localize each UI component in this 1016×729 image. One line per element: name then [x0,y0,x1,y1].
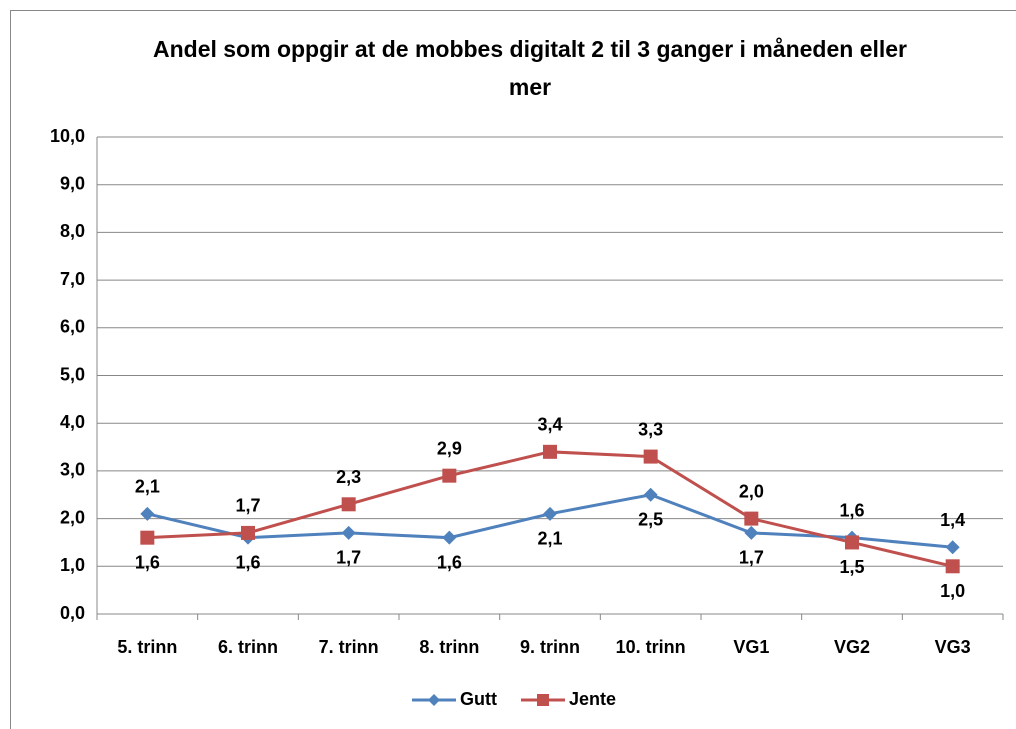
marker [744,511,759,526]
y-tick-label: 10,0 [50,126,85,146]
data-label: 2,0 [739,481,764,501]
y-tick-label: 8,0 [60,221,85,241]
data-label: 1,6 [839,500,864,520]
data-label: 1,0 [940,581,965,601]
data-label: 2,1 [135,477,160,497]
x-tick-label: 8. trinn [419,637,479,657]
marker [543,506,557,521]
data-label: 1,7 [739,548,764,568]
data-label: 2,3 [336,467,361,487]
data-label: 1,6 [235,552,260,572]
y-tick-label: 1,0 [60,555,85,575]
y-tick-label: 3,0 [60,460,85,480]
data-label: 1,5 [839,557,864,577]
y-tick-label: 2,0 [60,507,85,527]
marker [744,525,759,540]
data-label: 1,7 [235,496,260,516]
marker [442,468,457,483]
marker [341,525,356,540]
data-label: 3,4 [537,415,562,435]
x-tick-label: VG3 [935,637,971,657]
y-tick-label: 6,0 [60,317,85,337]
marker [945,559,960,574]
marker [140,530,155,545]
y-tick-label: 5,0 [60,364,85,384]
x-tick-label: VG1 [733,637,769,657]
x-tick-label: 5. trinn [117,637,177,657]
x-tick-label: VG2 [834,637,870,657]
marker [428,694,440,706]
marker [140,506,155,521]
x-tick-label: 9. trinn [520,637,580,657]
data-label: 1,6 [135,552,160,572]
legend-label: Gutt [460,689,497,709]
data-label: 3,3 [638,419,663,439]
data-label: 1,6 [437,552,462,572]
data-label: 2,9 [437,438,462,458]
marker [442,530,457,545]
marker [643,449,658,464]
x-tick-label: 7. trinn [319,637,379,657]
y-tick-label: 9,0 [60,173,85,193]
marker [536,694,549,706]
y-tick-label: 4,0 [60,412,85,432]
x-tick-label: 6. trinn [218,637,278,657]
marker [643,487,658,502]
chart-title: Andel som oppgir at de mobbes digitalt 2… [152,36,908,100]
chart-border [10,10,1016,729]
marker [845,535,859,550]
marker [241,525,255,540]
data-label: 2,5 [638,510,663,530]
marker [543,444,557,459]
marker [341,497,356,512]
y-tick-label: 7,0 [60,269,85,289]
x-tick-label: 10. trinn [616,637,686,657]
data-label: 1,7 [336,548,361,568]
marker [945,540,960,555]
data-label: 2,1 [537,529,562,549]
data-label: 1,4 [940,510,965,530]
y-tick-label: 0,0 [60,603,85,623]
legend-label: Jente [569,689,616,709]
